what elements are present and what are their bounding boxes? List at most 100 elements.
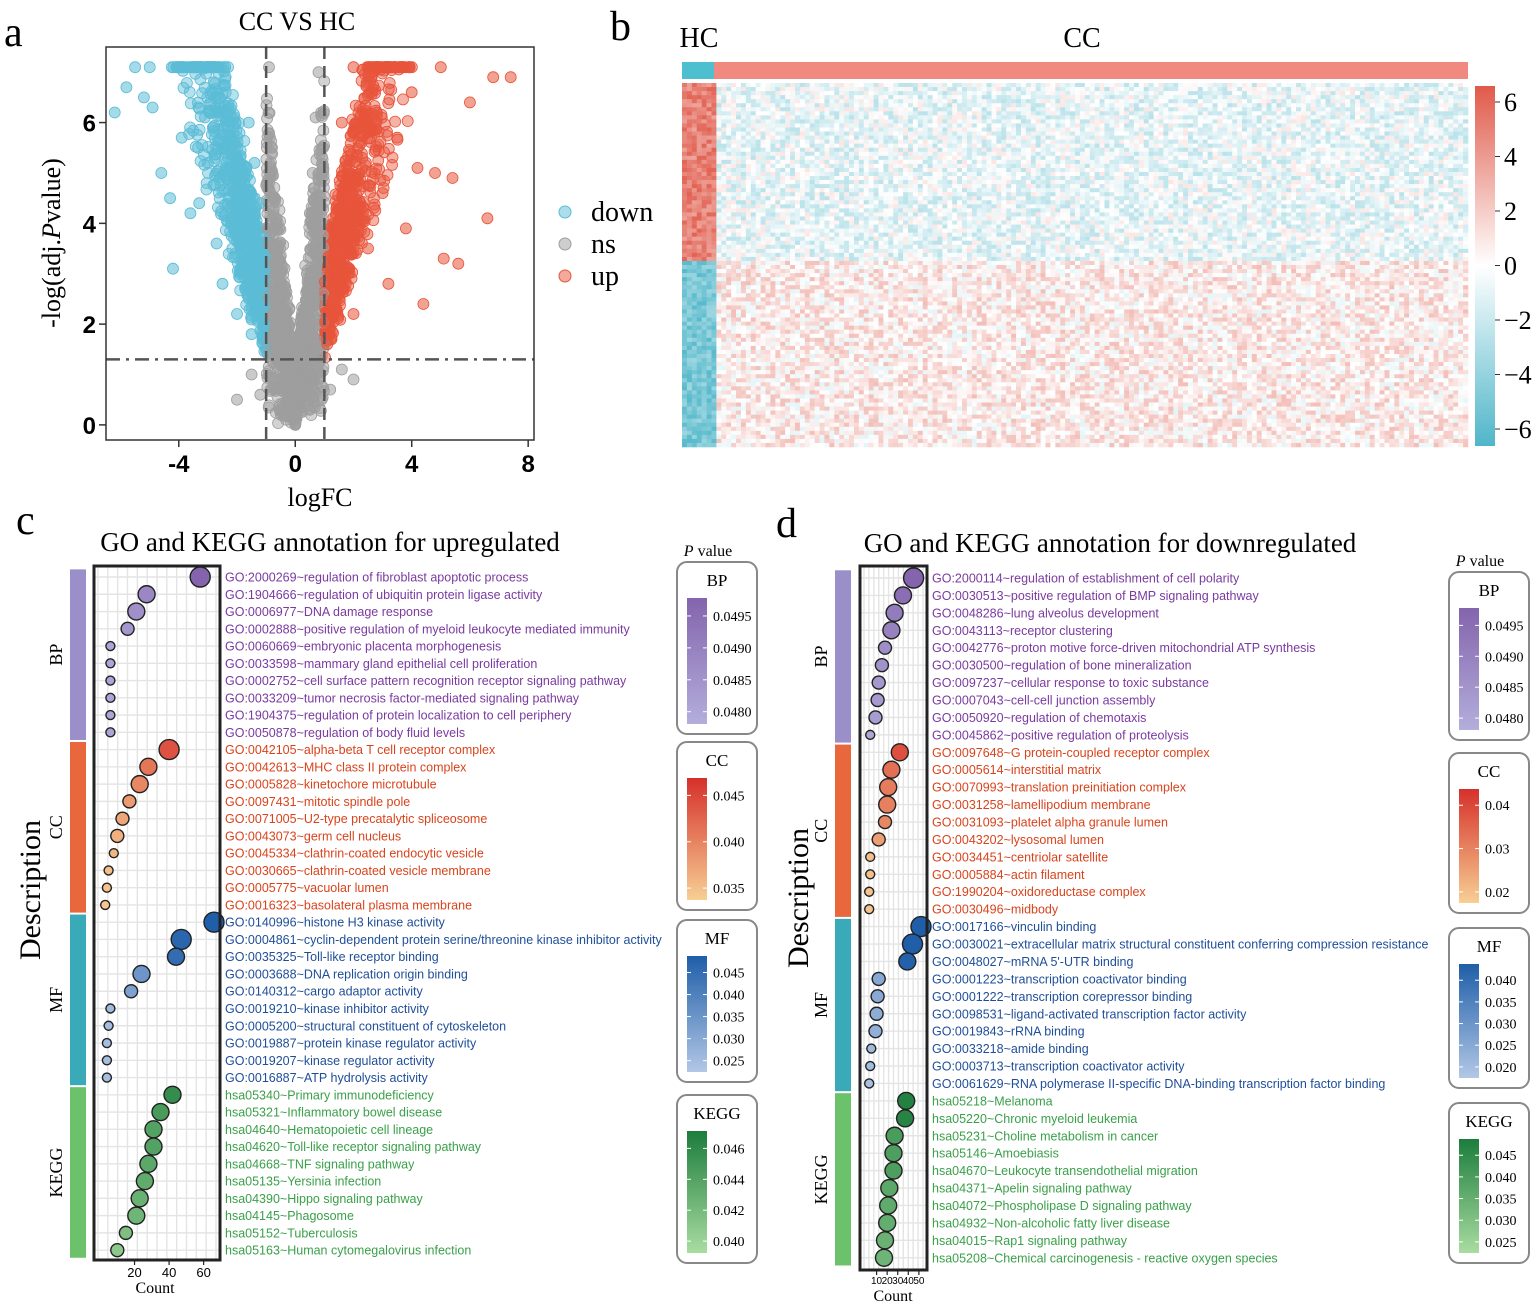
heatmap-cell [971, 91, 978, 96]
heatmap-cell [971, 107, 978, 112]
heatmap-cell [1129, 127, 1135, 132]
heatmap-cell [1001, 135, 1007, 140]
heatmap-cell [1050, 107, 1056, 112]
heatmap-cell [971, 95, 978, 100]
heatmap-cell [907, 115, 914, 120]
heatmap-cell [1359, 123, 1366, 128]
volcano-point-ns [347, 373, 360, 386]
heatmap-cell [711, 119, 717, 124]
heatmap-cell [1399, 115, 1405, 120]
heatmap-cell [1296, 119, 1302, 124]
heatmap-cell [1114, 119, 1120, 124]
heatmap-cell [1055, 99, 1061, 104]
heatmap-cell [1276, 115, 1282, 120]
heatmap-cell [1340, 83, 1346, 88]
heatmap-cell [1325, 135, 1331, 140]
heatmap-cell [1202, 119, 1208, 124]
heatmap-cell [1286, 83, 1292, 88]
heatmap-cell [1364, 103, 1371, 108]
heatmap-cell [1300, 87, 1307, 92]
heatmap-cell [1379, 131, 1385, 136]
heatmap-cell [780, 99, 786, 104]
heatmap-cell [1207, 119, 1213, 124]
heatmap-cell [1296, 111, 1302, 116]
heatmap-cell [1463, 119, 1469, 124]
heatmap-cell [1320, 123, 1326, 128]
heatmap-cell [1340, 91, 1346, 96]
heatmap-cell [824, 127, 830, 132]
heatmap-cell [1133, 103, 1140, 108]
heatmap-cell [790, 91, 796, 96]
heatmap-cell [740, 123, 747, 128]
volcano-point [231, 131, 243, 143]
heatmap-cell [1276, 119, 1282, 124]
heatmap-cell [1286, 103, 1292, 108]
heatmap-cell [726, 111, 732, 116]
heatmap-cell [790, 139, 796, 144]
heatmap-cell [804, 95, 811, 100]
heatmap-cell [1448, 83, 1454, 88]
heatmap-cell [736, 95, 742, 100]
heatmap-cell [1197, 83, 1204, 88]
heatmap-cell [691, 95, 698, 100]
heatmap-cell [1433, 103, 1439, 108]
heatmap-cell [804, 131, 811, 136]
heatmap-cell [1296, 115, 1302, 120]
heatmap-cell [898, 83, 904, 88]
heatmap-cell [1345, 131, 1351, 136]
heatmap-cell [1448, 99, 1454, 104]
heatmap-cell [1192, 83, 1199, 88]
heatmap-cell [829, 111, 835, 116]
heatmap-cell [858, 95, 865, 100]
heatmap-cell [1060, 107, 1066, 112]
heatmap-cell [898, 99, 904, 104]
volcano-point [245, 313, 258, 326]
heatmap-cell [1104, 99, 1110, 104]
heatmap-cell [1222, 123, 1228, 128]
heatmap-cell [686, 115, 693, 120]
heatmap-cell [819, 111, 825, 116]
heatmap-cell [1256, 91, 1262, 96]
heatmap-cell [868, 95, 874, 100]
heatmap-cell [858, 131, 865, 136]
heatmap-cell [1011, 103, 1017, 108]
heatmap-cell [1202, 95, 1208, 100]
volcano-point [344, 232, 357, 245]
heatmap-cell [731, 115, 737, 120]
heatmap-cell [1079, 107, 1086, 112]
heatmap-cell [1458, 99, 1464, 104]
heatmap-cell [981, 103, 987, 108]
heatmap-cell [1261, 91, 1267, 96]
heatmap-cell [1030, 95, 1036, 100]
heatmap-cell [770, 107, 776, 112]
heatmap-cell [824, 119, 830, 124]
heatmap-cell [1163, 115, 1169, 120]
volcano-point-up [417, 298, 430, 310]
heatmap-cell [829, 135, 835, 140]
heatmap-cell [1222, 83, 1228, 88]
heatmap-cell [1271, 131, 1277, 136]
heatmap-cell [1384, 83, 1390, 88]
heatmap-cell [1163, 131, 1169, 136]
heatmap-cell [1261, 115, 1267, 120]
heatmap-cell [1355, 107, 1361, 112]
heatmap-cell [1335, 119, 1341, 124]
heatmap-cell [873, 135, 879, 140]
heatmap-cell [922, 87, 928, 92]
heatmap-cell [1055, 87, 1061, 92]
heatmap-cell [1394, 87, 1400, 92]
heatmap-cell [986, 103, 992, 108]
heatmap-cell [1448, 119, 1454, 124]
heatmap-cell [1178, 123, 1184, 128]
heatmap-cell [1423, 135, 1429, 140]
heatmap-cell [1448, 127, 1454, 132]
heatmap-cell [1399, 131, 1405, 136]
volcano-point-ns [289, 408, 302, 421]
heatmap-cell [819, 107, 825, 112]
heatmap-cell [1335, 103, 1341, 108]
heatmap-cell [1104, 107, 1110, 112]
heatmap-cell [1438, 115, 1444, 120]
heatmap-cell [1207, 91, 1213, 96]
heatmap-cell [1281, 111, 1287, 116]
heatmap-cell [1222, 103, 1228, 108]
